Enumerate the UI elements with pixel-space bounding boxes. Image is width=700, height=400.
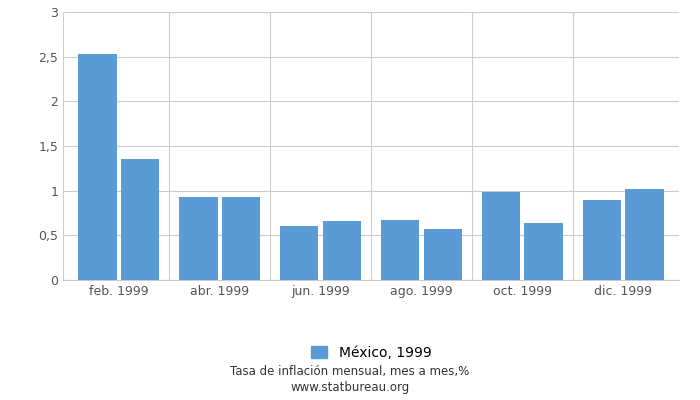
Bar: [221, 197, 260, 280]
Bar: [583, 200, 622, 280]
Bar: [280, 226, 318, 280]
Legend: México, 1999: México, 1999: [311, 346, 431, 360]
Text: www.statbureau.org: www.statbureau.org: [290, 382, 410, 394]
Bar: [482, 192, 521, 280]
Bar: [626, 189, 664, 280]
Bar: [524, 223, 563, 280]
Bar: [179, 197, 218, 280]
Text: Tasa de inflación mensual, mes a mes,%: Tasa de inflación mensual, mes a mes,%: [230, 366, 470, 378]
Bar: [381, 220, 419, 280]
Bar: [424, 229, 462, 280]
Bar: [78, 54, 116, 280]
Bar: [120, 159, 159, 280]
Bar: [323, 221, 361, 280]
